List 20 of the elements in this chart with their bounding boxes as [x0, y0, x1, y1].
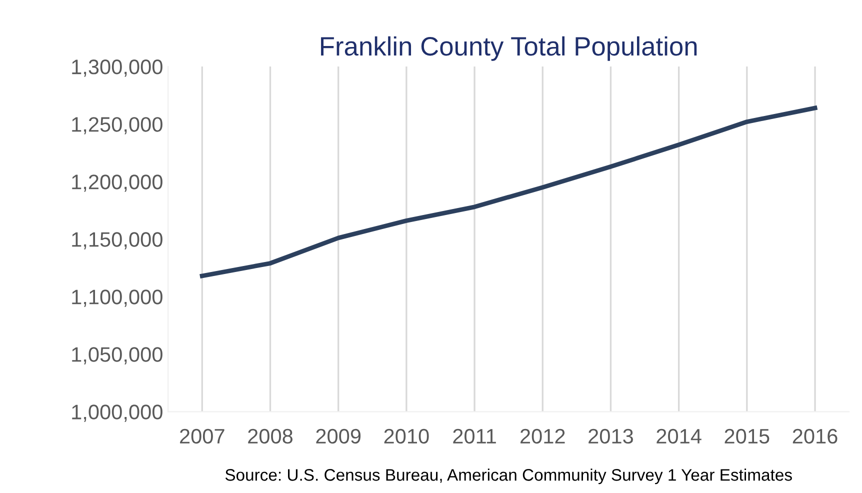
y-tick-label: 1,250,000	[72, 117, 162, 134]
y-tick-label: 1,200,000	[72, 174, 162, 192]
y-tick-label: 1,050,000	[72, 347, 162, 364]
source-note: Source: U.S. Census Bureau, American Community Survey 1 Year Estimates	[225, 468, 792, 484]
x-tick-label: 2011	[453, 428, 496, 444]
y-tick-label: 1,150,000	[72, 232, 162, 250]
chart-title: Franklin County Total Population	[321, 36, 697, 61]
x-tick-label: 2007	[180, 428, 224, 444]
x-tick-label: 2014	[656, 428, 702, 444]
y-tick-label: 1,000,000	[72, 404, 162, 422]
x-tick-label: 2009	[316, 428, 361, 444]
x-tick-label: 2013	[588, 428, 633, 444]
x-tick-label: 2012	[520, 428, 565, 444]
line-series	[200, 106, 818, 278]
x-tick-label: 2015	[724, 428, 770, 444]
x-tick-label: 2008	[248, 428, 293, 444]
x-tick-label: 2010	[384, 428, 429, 444]
y-tick-label: 1,100,000	[72, 290, 162, 307]
y-tick-label: 1,300,000	[72, 60, 162, 77]
x-tick-label: 2016	[792, 428, 838, 444]
